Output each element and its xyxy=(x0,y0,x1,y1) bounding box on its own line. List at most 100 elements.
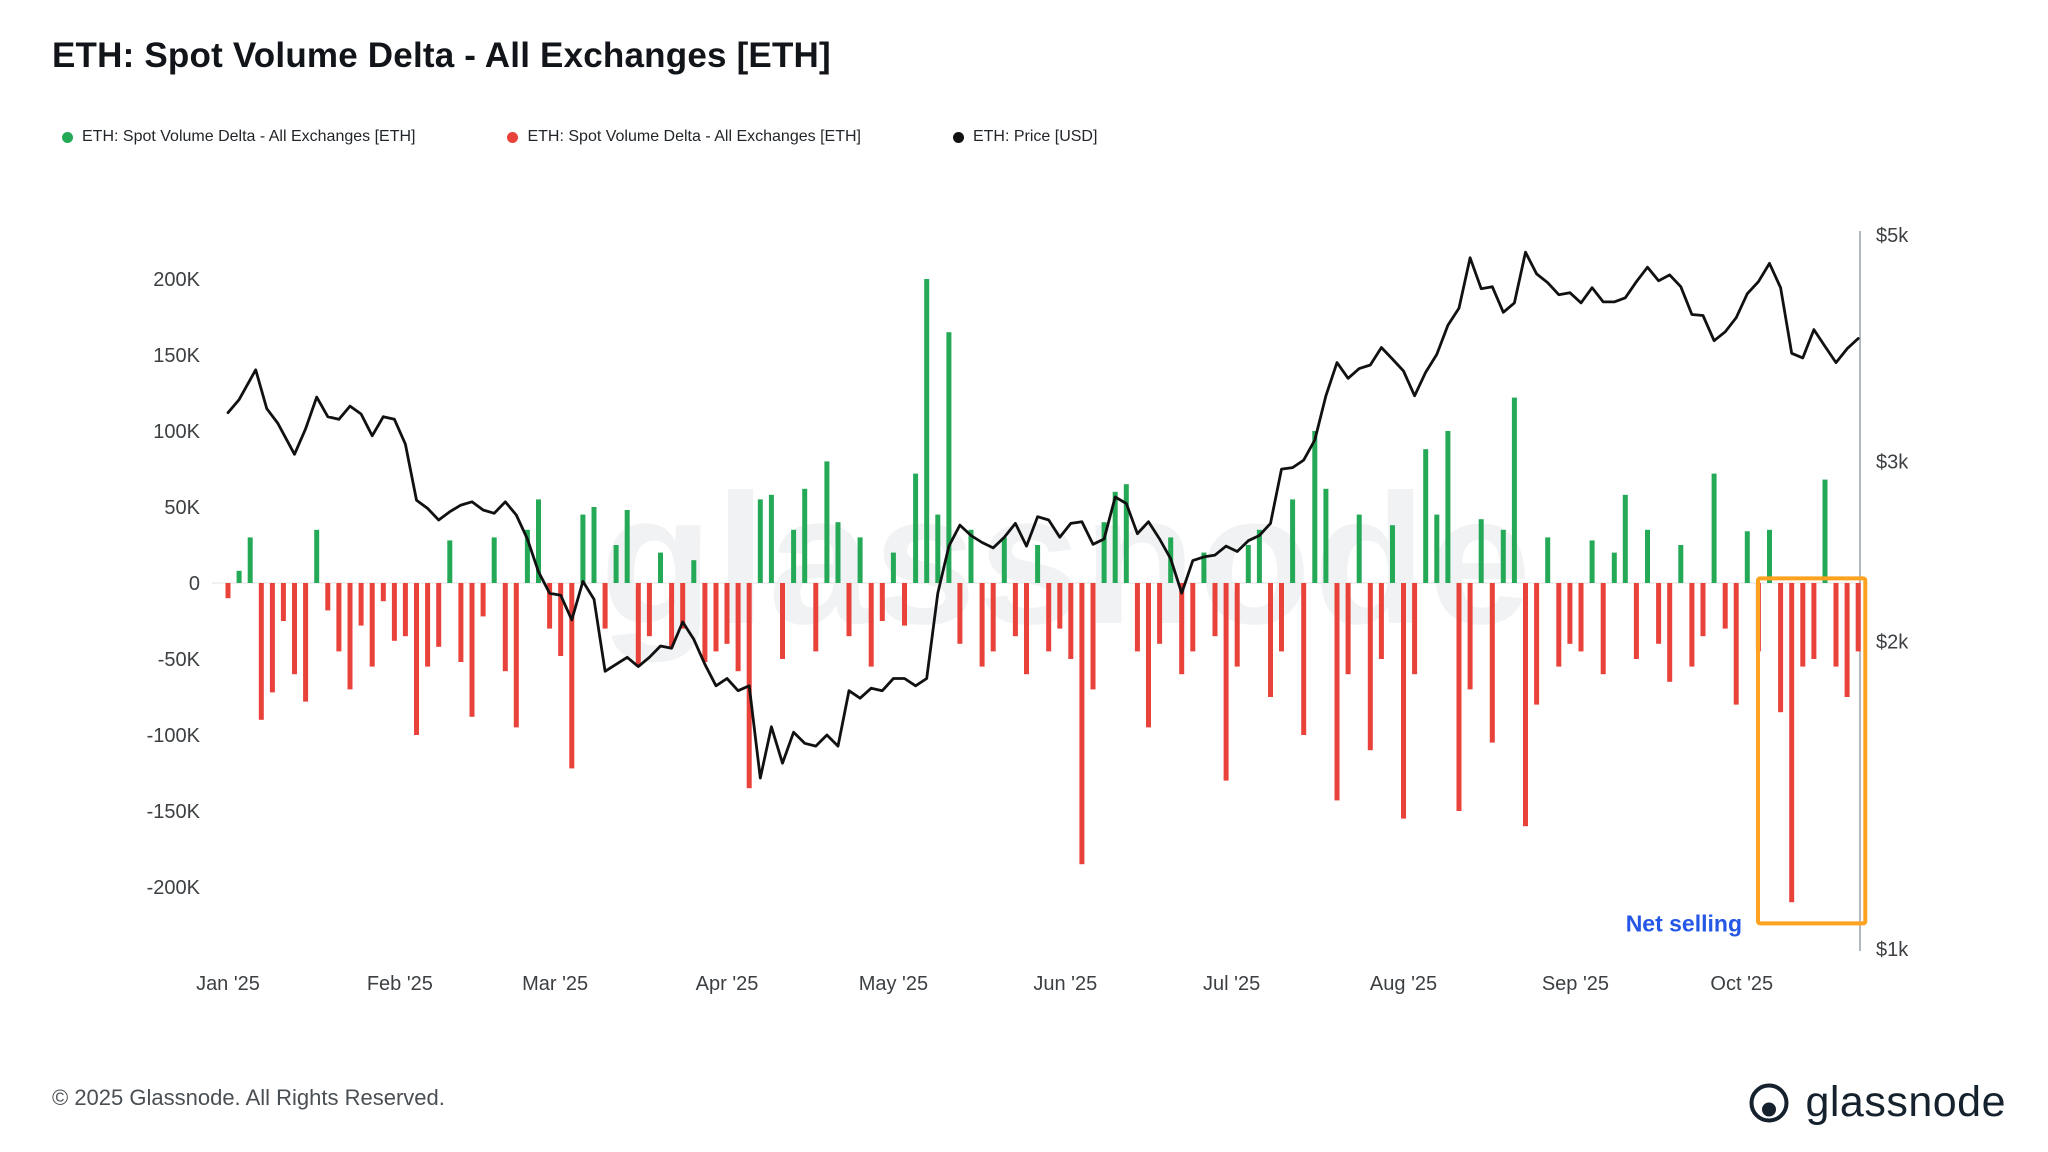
volume-delta-bar xyxy=(768,494,774,583)
volume-delta-bar xyxy=(624,510,630,583)
volume-delta-bar xyxy=(347,583,353,690)
volume-delta-bar xyxy=(1678,545,1684,583)
volume-delta-bar xyxy=(724,583,730,644)
green-dot-icon xyxy=(62,131,73,143)
volume-delta-bar xyxy=(602,583,608,629)
volume-delta-bar xyxy=(1778,583,1784,713)
volume-delta-bar xyxy=(1001,537,1007,583)
volume-delta-bar xyxy=(1024,583,1029,675)
left-axis-tick-label: 100K xyxy=(153,421,200,443)
volume-delta-bar xyxy=(1800,583,1806,667)
volume-delta-bar xyxy=(524,529,530,583)
glassnode-logo: glassnode xyxy=(1746,1078,2006,1127)
volume-delta-bar xyxy=(1589,540,1595,583)
volume-delta-bar xyxy=(269,583,275,693)
volume-delta-bar xyxy=(1390,525,1395,583)
volume-delta-bar xyxy=(402,583,408,637)
volume-delta-bar xyxy=(1789,583,1795,903)
volume-delta-bar xyxy=(1212,583,1218,637)
volume-delta-bar xyxy=(1190,583,1196,652)
volume-delta-bar xyxy=(857,537,863,583)
volume-delta-bar xyxy=(247,537,253,583)
volume-delta-bar xyxy=(1345,583,1351,675)
volume-delta-bar xyxy=(1312,431,1318,583)
volume-delta-bar xyxy=(613,545,619,583)
volume-delta-bar xyxy=(1744,531,1750,583)
volume-delta-bar xyxy=(1157,583,1163,644)
volume-delta-bar xyxy=(780,583,785,659)
legend-item-spot-volume-delta-sell[interactable]: ETH: Spot Volume Delta - All Exchanges [… xyxy=(507,128,861,146)
chart-title: ETH: Spot Volume Delta - All Exchanges [… xyxy=(52,36,831,75)
legend-item-price[interactable]: ETH: Price [USD] xyxy=(952,128,1098,146)
volume-delta-bar xyxy=(336,583,342,652)
legend-label: ETH: Price [USD] xyxy=(972,128,1098,145)
volume-delta-bar xyxy=(1401,583,1406,819)
volume-delta-bar xyxy=(957,583,963,644)
left-axis-tick-label: 150K xyxy=(153,345,200,367)
x-axis-tick-label: Jul '25 xyxy=(1203,973,1260,995)
volume-delta-bar xyxy=(1068,583,1074,659)
volume-delta-bar xyxy=(469,583,475,717)
volume-delta-bar xyxy=(1833,583,1839,667)
copyright-text: © 2025 Glassnode. All Rights Reserved. xyxy=(52,1085,445,1110)
volume-delta-bar xyxy=(735,583,741,672)
x-axis-tick-label: May '25 xyxy=(859,973,928,995)
volume-delta-bar xyxy=(536,499,541,583)
volume-delta-bar xyxy=(1822,479,1828,583)
right-axis-tick-label: $3k xyxy=(1876,452,1909,474)
volume-delta-bar xyxy=(569,583,575,769)
volume-delta-bar xyxy=(1656,583,1662,644)
volume-delta-bar xyxy=(369,583,375,667)
volume-delta-bar xyxy=(1534,583,1540,705)
volume-delta-bar xyxy=(1101,522,1107,583)
volume-delta-bar xyxy=(225,583,231,599)
volume-delta-bar xyxy=(669,583,675,647)
volume-delta-bar xyxy=(1046,583,1052,652)
volume-delta-bar xyxy=(1367,583,1373,751)
net-selling-label: Net selling xyxy=(1626,911,1742,937)
x-axis-tick-label: Aug '25 xyxy=(1370,973,1437,995)
glassnode-logo-mark-icon xyxy=(1749,1083,1789,1122)
volume-delta-bar xyxy=(1689,583,1695,667)
x-axis-tick-label: Apr '25 xyxy=(696,973,759,995)
volume-delta-bar xyxy=(1223,583,1229,781)
volume-delta-bar xyxy=(1201,552,1207,583)
volume-delta-bar xyxy=(1245,545,1251,583)
volume-delta-bar xyxy=(1334,583,1340,801)
volume-delta-bar xyxy=(1412,583,1418,675)
volume-delta-bar xyxy=(292,583,297,675)
volume-delta-bar xyxy=(314,529,320,583)
volume-delta-bar xyxy=(1035,545,1041,583)
x-axis-tick-label: Jan '25 xyxy=(196,973,260,995)
volume-delta-bar xyxy=(1123,484,1129,583)
volume-delta-bar xyxy=(990,583,996,652)
volume-delta-bar xyxy=(835,522,841,583)
x-axis-tick-label: Feb '25 xyxy=(367,973,433,995)
volume-delta-bar xyxy=(1478,519,1484,583)
volume-delta-bar xyxy=(902,583,907,626)
volume-delta-bar xyxy=(458,583,464,662)
volume-delta-bar xyxy=(1090,583,1096,690)
legend-item-spot-volume-delta-buy[interactable]: ETH: Spot Volume Delta - All Exchanges [… xyxy=(62,128,415,146)
left-axis-tick-label: -150K xyxy=(147,801,201,823)
volume-delta-bar xyxy=(879,583,885,621)
left-axis-tick-label: -50K xyxy=(158,649,201,671)
volume-delta-bar xyxy=(868,583,874,667)
volume-delta-bar xyxy=(358,583,364,626)
volume-delta-bar xyxy=(1523,583,1528,827)
volume-delta-bar xyxy=(236,570,242,583)
volume-delta-bar xyxy=(702,583,708,662)
volume-delta-bar xyxy=(1700,583,1706,637)
left-axis-tick-label: -100K xyxy=(147,725,201,747)
volume-delta-bar xyxy=(1279,583,1284,652)
volume-delta-bar xyxy=(1423,449,1429,583)
left-axis-tick-label: 50K xyxy=(164,497,200,519)
volume-delta-bar xyxy=(325,583,331,611)
volume-delta-bar xyxy=(646,583,652,637)
volume-delta-bar xyxy=(635,583,641,667)
volume-delta-bar xyxy=(258,583,264,720)
volume-delta-bar xyxy=(913,473,919,583)
volume-delta-bar xyxy=(502,583,508,672)
